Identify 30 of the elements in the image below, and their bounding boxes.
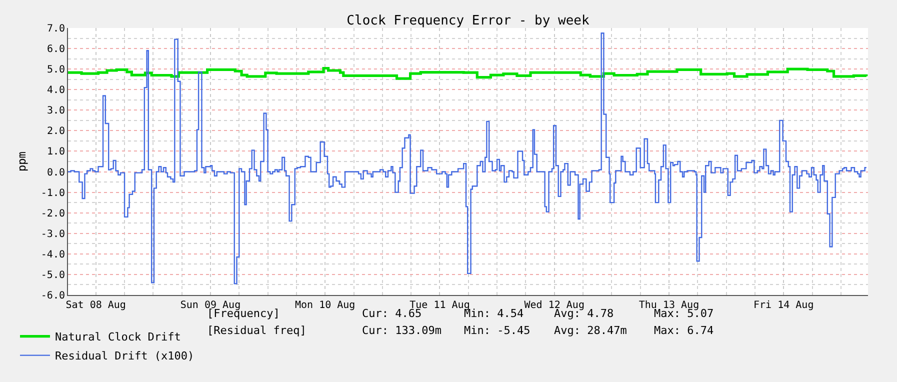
y-tick-label: 7.0 — [46, 24, 65, 34]
y-tick-label: -5.0 — [40, 270, 65, 281]
y-tick-label: 1.0 — [46, 146, 65, 158]
y-tick-label: 4.0 — [46, 85, 65, 96]
y-tick-label: 5.0 — [46, 64, 65, 76]
text: Max: 5.07 — [654, 307, 714, 320]
text: [Residual freq] — [207, 324, 306, 337]
x-tick-label: Fri 14 Aug — [754, 300, 814, 311]
legend-label: Residual Drift (x100) — [55, 350, 194, 363]
y-tick-label: -3.0 — [40, 228, 65, 240]
y-tick-label: -6.0 — [40, 290, 65, 302]
y-tick-label: -2.0 — [40, 208, 65, 220]
legend-label: Natural Clock Drift — [55, 330, 181, 344]
text: Cur: 4.65 — [362, 307, 422, 320]
y-tick-label: 0.0 — [46, 167, 65, 178]
text: [Frequency] — [207, 307, 280, 320]
y-tick-label: -1.0 — [40, 188, 65, 199]
y-tick-label: 2.0 — [46, 126, 65, 138]
text: Cur: 133.09m — [362, 324, 442, 337]
x-tick-label: Mon 10 Aug — [295, 300, 356, 311]
y-tick-label: 3.0 — [46, 106, 65, 117]
text: Avg: 28.47m — [554, 324, 628, 337]
y-axis-title: ppm — [16, 151, 29, 172]
chart-title: Clock Frequency Error - by week — [346, 14, 590, 29]
text: Min: -5.45 — [464, 324, 530, 337]
x-tick-label: Sat 08 Aug — [66, 300, 126, 311]
text: Max: 6.74 — [654, 324, 714, 337]
text: Min: 4.54 — [464, 307, 524, 320]
y-tick-label: 6.0 — [46, 44, 65, 56]
y-tick-label: -4.0 — [40, 249, 65, 260]
